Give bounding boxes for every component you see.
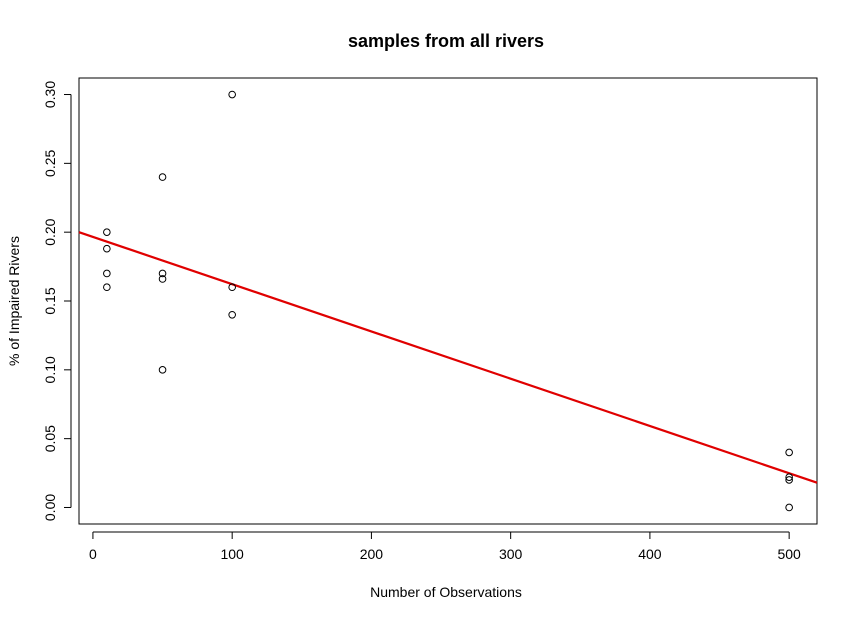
y-tick-label: 0.20 [42, 218, 58, 245]
x-axis: 0 100 200 300 400 500 [89, 531, 801, 562]
data-point [785, 448, 793, 457]
fit-line-group [78, 231, 818, 484]
y-tick-label: 0.25 [42, 150, 58, 177]
x-axis-label: Number of Observations [370, 584, 522, 600]
x-tick-label: 200 [360, 546, 384, 562]
chart-title: samples from all rivers [348, 31, 544, 51]
data-point [158, 173, 167, 181]
data-point [228, 90, 236, 99]
data-point [785, 473, 793, 481]
y-tick-label: 0.00 [42, 494, 58, 521]
plot-frame [78, 77, 818, 525]
x-tick-label: 400 [638, 546, 662, 562]
data-point [103, 228, 111, 236]
x-tick-label: 100 [220, 546, 244, 562]
data-point [103, 269, 111, 278]
data-point [228, 283, 236, 292]
x-tick-label: 0 [89, 546, 97, 562]
regression-line [78, 231, 818, 484]
data-point [103, 283, 111, 292]
data-point [785, 476, 793, 484]
y-tick-label: 0.10 [42, 356, 58, 383]
y-axis: 0.00 0.05 0.10 0.15 0.20 0.25 0.30 [42, 81, 72, 521]
y-tick-label: 0.30 [42, 81, 58, 108]
data-point [158, 269, 167, 278]
y-tick-label: 0.15 [42, 287, 58, 314]
data-point [158, 275, 167, 283]
y-tick-label: 0.05 [42, 425, 58, 452]
data-point [103, 244, 111, 253]
data-point [785, 503, 793, 512]
x-tick-label: 500 [777, 546, 801, 562]
data-points [103, 90, 793, 512]
data-point [228, 310, 236, 319]
y-axis-label: % of Impaired Rivers [6, 236, 22, 366]
data-point [158, 366, 167, 374]
x-tick-label: 300 [499, 546, 523, 562]
